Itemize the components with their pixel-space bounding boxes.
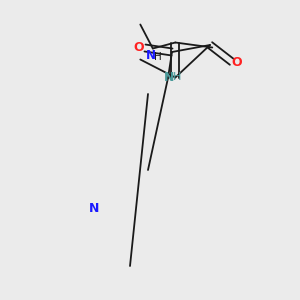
Text: N: N bbox=[89, 202, 99, 214]
Text: H: H bbox=[173, 71, 181, 82]
Text: O: O bbox=[231, 56, 242, 68]
Text: O: O bbox=[134, 41, 144, 54]
Text: H: H bbox=[154, 52, 161, 62]
Text: N: N bbox=[146, 49, 156, 62]
Text: N: N bbox=[164, 70, 175, 84]
